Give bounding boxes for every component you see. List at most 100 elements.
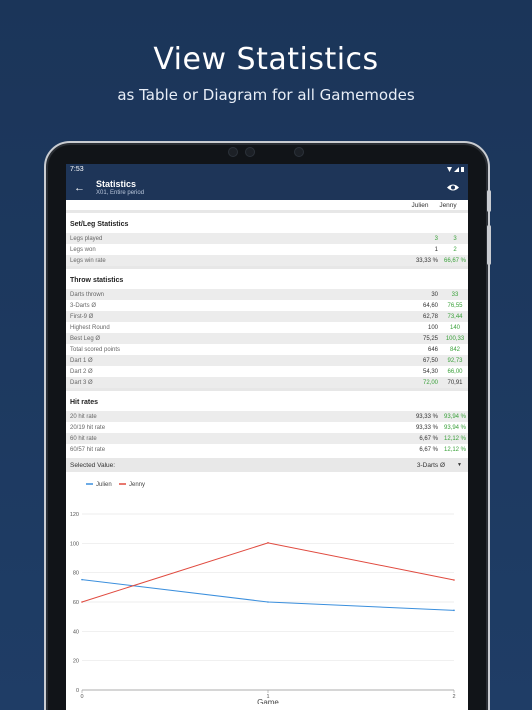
x-tick-label: 0 (80, 694, 83, 700)
julien-value: 6,67 % (419, 446, 438, 453)
jenny-value: 12,12 % (443, 435, 467, 442)
camera-icon (228, 147, 238, 157)
page-subtitle: X01, Entire period (96, 189, 145, 196)
row-label: 60/57 hit rate (70, 446, 106, 453)
row-label: Highest Round (70, 324, 110, 331)
status-bar: 7:53 (66, 164, 468, 175)
table-row: Dart 2 Ø 54,30 66,00 (66, 366, 468, 377)
legend-label: Julien (96, 482, 112, 488)
statistics-table[interactable]: Julien Jenny Set/Leg Statistics Legs play… (66, 200, 468, 458)
julien-value: 6,67 % (419, 435, 438, 442)
stats-section: Throw statistics Darts thrown 30 33 3-Darts … (66, 266, 468, 388)
x-axis-title: Game (257, 698, 279, 704)
page-title: Statistics (96, 178, 137, 189)
julien-value: 30 (431, 291, 438, 298)
jenny-value: 93,94 % (443, 424, 467, 431)
status-time: 7:53 (70, 166, 84, 173)
row-label: 20/19 hit rate (70, 424, 106, 431)
table-row: 20/19 hit rate 93,33 % 93,94 % (66, 422, 468, 433)
section-title: Throw statistics (70, 277, 124, 284)
section-rows: Darts thrown 30 33 3-Darts Ø 64,60 76,55 First… (66, 289, 468, 388)
column-headers: Julien Jenny (66, 200, 468, 210)
y-tick-label: 0 (76, 688, 79, 694)
jenny-value: 76,55 (447, 302, 463, 309)
power-button (487, 225, 491, 265)
data-point-jenny (453, 579, 455, 581)
value-dropdown[interactable]: 3-Darts Ø ▼ (417, 462, 464, 469)
line-chart: 0 20 40 60 80 100 120 0 1 2 Game Julien Jenny (66, 472, 468, 707)
data-point-jenny (81, 601, 83, 603)
table-row: Legs won 1 2 (66, 244, 468, 255)
julien-value: 54,30 (422, 368, 438, 375)
eye-icon[interactable] (446, 183, 460, 192)
row-label: Dart 1 Ø (70, 357, 93, 364)
y-tick-label: 100 (70, 541, 79, 547)
promo-subtitle: as Table or Diagram for all Gamemodes (117, 86, 415, 104)
table-row: Legs win rate 33,33 % 66,67 % (66, 255, 468, 266)
row-label: Legs won (70, 246, 96, 253)
jenny-value: 2 (453, 246, 457, 253)
julien-value: 33,33 % (415, 257, 438, 264)
data-point-jenny (267, 542, 269, 544)
app-screen: 7:53 ← Statistics X01, Entire period Jul… (66, 164, 468, 710)
jenny-value: 3 (453, 235, 457, 242)
jenny-value: 33 (451, 291, 459, 298)
y-tick-label: 120 (70, 512, 79, 518)
row-label: Legs win rate (70, 257, 106, 264)
dropdown-value: 3-Darts Ø (416, 461, 446, 469)
julien-value: 1 (434, 246, 438, 253)
julien-value: 72,00 (422, 379, 438, 386)
value-selector-bar: Selected Value: 3-Darts Ø ▼ (66, 458, 468, 472)
julien-value: 93,33 % (415, 413, 438, 420)
data-point-julien (81, 578, 83, 581)
stats-section: Hit rates 20 hit rate 93,33 % 93,94 % 20/19 … (66, 388, 468, 455)
julien-value: 3 (434, 235, 438, 242)
table-row: 60 hit rate 6,67 % 12,12 % (66, 433, 468, 444)
battery-icon (461, 167, 464, 172)
column-header-jenny: Jenny (439, 201, 457, 209)
julien-value: 93,33 % (415, 424, 438, 431)
jenny-value: 92,73 (447, 357, 463, 364)
jenny-value: 93,94 % (443, 413, 467, 420)
column-header-julien: Julien (411, 201, 429, 209)
section-title: Hit rates (70, 399, 99, 406)
row-label: 60 hit rate (70, 435, 97, 442)
jenny-value: 12,12 % (443, 446, 467, 453)
legend-label: Jenny (129, 482, 145, 488)
row-label: Legs played (70, 235, 103, 242)
sections-container: Set/Leg Statistics Legs played 3 3 Legs won 1… (66, 210, 468, 455)
julien-value: 100 (427, 324, 438, 331)
table-row: Highest Round 100 140 (66, 322, 468, 333)
table-row: Dart 3 Ø 72,00 70,91 (66, 377, 468, 388)
jenny-value: 100,33 (445, 335, 465, 342)
table-row: First-9 Ø 62,78 73,44 (66, 311, 468, 322)
wifi-icon (447, 167, 452, 172)
section-rows: 20 hit rate 93,33 % 93,94 % 20/19 hit rate 9… (66, 411, 468, 455)
section-title: Set/Leg Statistics (70, 221, 129, 228)
table-row: Best Leg Ø 75,25 100,33 (66, 333, 468, 344)
promo-title: View Statistics (153, 42, 379, 77)
y-tick-label: 80 (73, 571, 79, 577)
volume-button (487, 190, 491, 212)
table-row: Total scored points 646 842 (66, 344, 468, 355)
jenny-value: 842 (449, 346, 460, 353)
app-bar: ← Statistics X01, Entire period (66, 175, 468, 200)
julien-value: 67,50 (422, 357, 438, 364)
dropdown-arrow-icon: ▼ (457, 462, 462, 468)
row-label: Dart 2 Ø (70, 368, 93, 375)
table-row: Dart 1 Ø 67,50 92,73 (66, 355, 468, 366)
x-tick-label: 1 (266, 694, 269, 700)
table-row: 60/57 hit rate 6,67 % 12,12 % (66, 444, 468, 455)
jenny-value: 140 (449, 324, 460, 331)
julien-value: 646 (427, 346, 438, 353)
jenny-value: 66,00 (447, 368, 463, 375)
y-tick-label: 20 (73, 659, 79, 665)
jenny-value: 70,91 (447, 379, 463, 386)
table-row: Darts thrown 30 33 (66, 289, 468, 300)
status-icons (447, 167, 464, 172)
x-tick-label: 2 (452, 694, 455, 700)
row-label: Best Leg Ø (70, 335, 101, 342)
table-row: Legs played 3 3 (66, 233, 468, 244)
back-arrow-icon[interactable]: ← (74, 181, 85, 194)
julien-value: 64,60 (422, 302, 438, 309)
